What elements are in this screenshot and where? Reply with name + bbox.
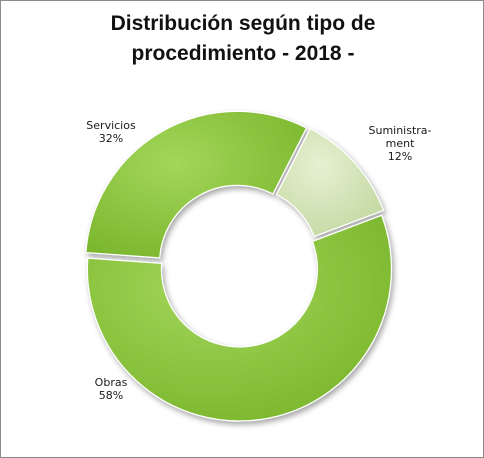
slice-servicios: [85, 110, 308, 259]
chart-title-line-2: procedimiento - 2018 -: [131, 42, 355, 65]
slice-obras: [86, 214, 392, 422]
slice-value-servicios: 32%: [99, 132, 123, 145]
slice-value-suministra-ment: 12%: [388, 150, 412, 163]
donut-slices: [85, 110, 392, 422]
slice-label-suministra-ment: Suministra-: [368, 124, 431, 137]
chart-title-line-1: Distribución según tipo de: [110, 12, 376, 35]
slice-label-servicios: Servicios: [86, 119, 136, 132]
slice-value-obras: 58%: [99, 389, 123, 402]
slice-label-suministra-ment: ment: [386, 137, 415, 150]
slice-suministra-ment: [275, 127, 385, 238]
chart-title: Distribución según tipo de procedimiento…: [1, 9, 484, 69]
slice-label-obras: Obras: [95, 376, 128, 389]
